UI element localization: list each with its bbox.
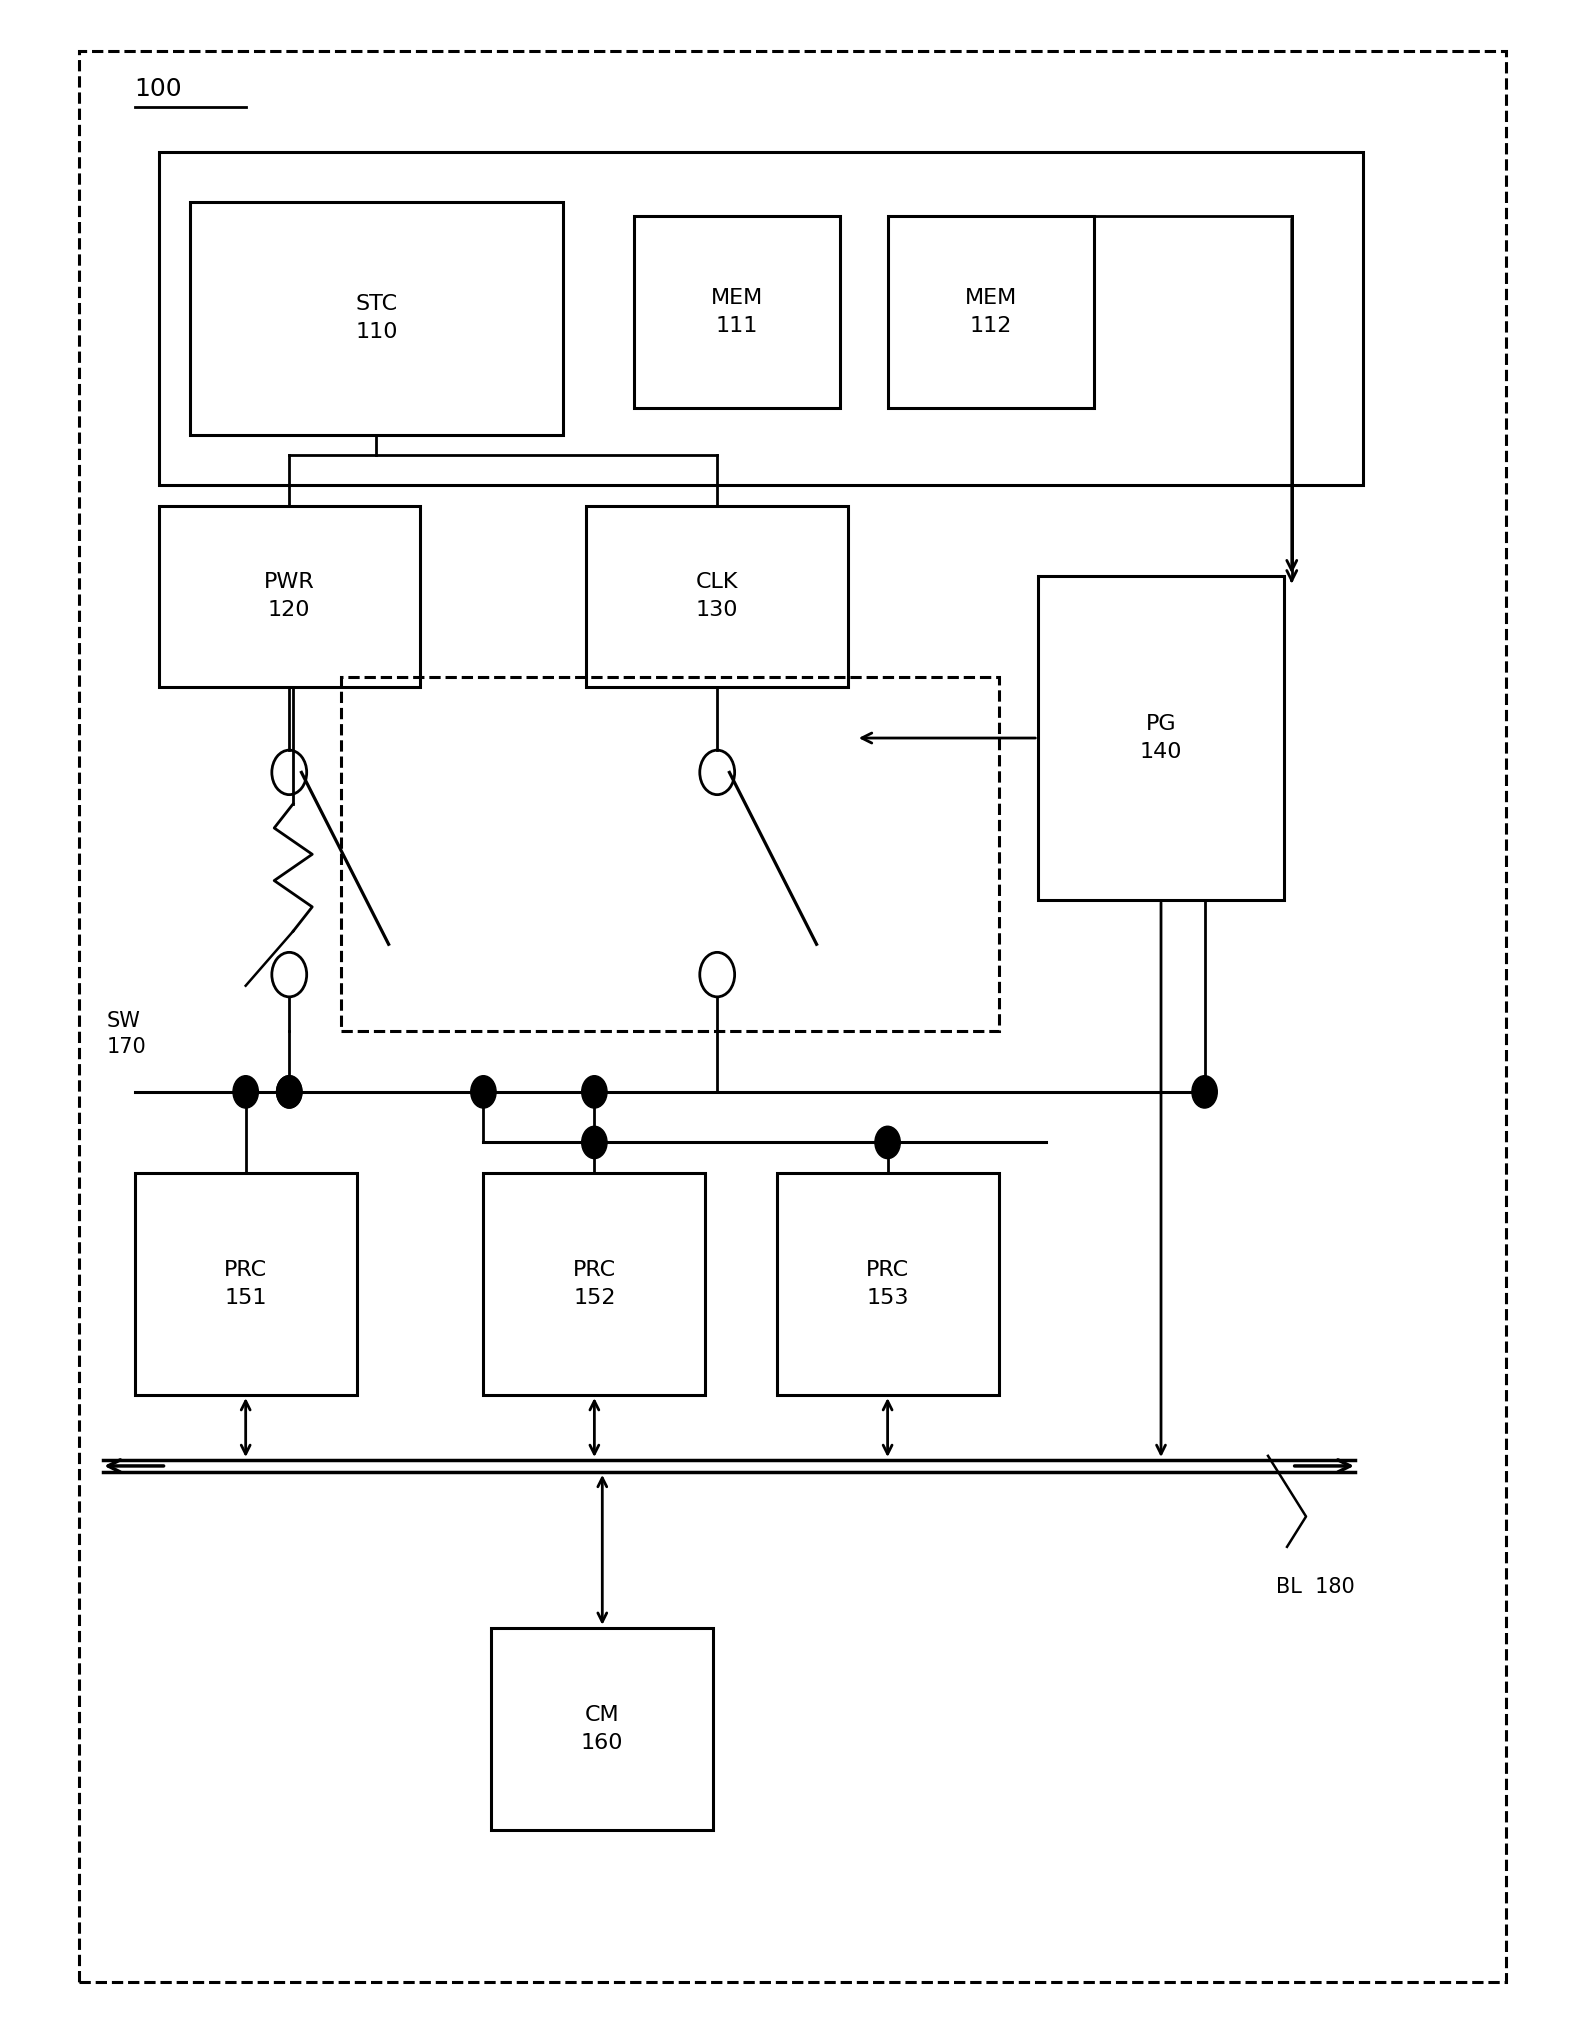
Text: CM
160: CM 160 bbox=[582, 1705, 623, 1753]
Text: BL  180: BL 180 bbox=[1276, 1577, 1355, 1597]
Text: PRC
151: PRC 151 bbox=[223, 1260, 268, 1308]
Bar bbox=[586, 506, 848, 687]
Text: MEM
111: MEM 111 bbox=[712, 289, 762, 336]
Bar bbox=[777, 1173, 999, 1395]
Circle shape bbox=[582, 1126, 607, 1159]
Circle shape bbox=[233, 1076, 258, 1108]
Text: PWR
120: PWR 120 bbox=[263, 572, 315, 621]
Bar bbox=[158, 152, 1363, 485]
Text: 100: 100 bbox=[135, 77, 182, 101]
Bar bbox=[190, 202, 563, 435]
Bar bbox=[634, 216, 840, 408]
Circle shape bbox=[875, 1126, 900, 1159]
Circle shape bbox=[276, 1076, 301, 1108]
Bar bbox=[1038, 576, 1284, 900]
Bar bbox=[341, 677, 999, 1031]
Bar bbox=[483, 1173, 705, 1395]
Text: CLK
130: CLK 130 bbox=[696, 572, 739, 621]
Bar bbox=[491, 1628, 713, 1830]
Circle shape bbox=[1192, 1076, 1217, 1108]
Bar bbox=[135, 1173, 357, 1395]
Text: PRC
152: PRC 152 bbox=[572, 1260, 617, 1308]
Bar bbox=[158, 506, 420, 687]
Text: PG
140: PG 140 bbox=[1140, 714, 1182, 762]
Text: PRC
153: PRC 153 bbox=[865, 1260, 910, 1308]
Text: STC
110: STC 110 bbox=[355, 295, 398, 342]
Circle shape bbox=[276, 1076, 301, 1108]
Text: SW
170: SW 170 bbox=[106, 1011, 146, 1058]
Bar bbox=[888, 216, 1094, 408]
Circle shape bbox=[471, 1076, 496, 1108]
Circle shape bbox=[582, 1076, 607, 1108]
Text: MEM
112: MEM 112 bbox=[965, 289, 1016, 336]
